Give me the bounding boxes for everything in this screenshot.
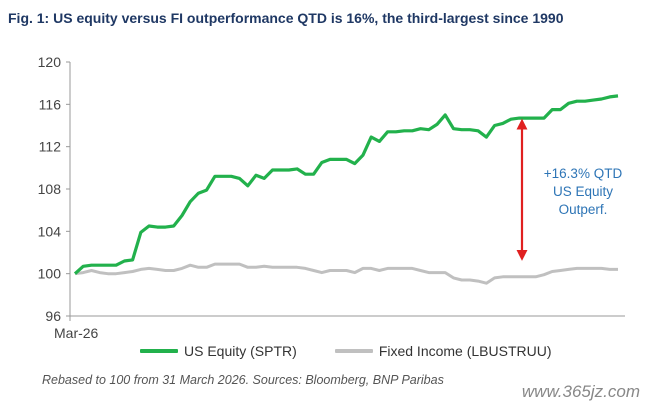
y-tick-label: 116: [39, 96, 62, 112]
y-tick-label: 104: [38, 223, 62, 239]
y-axis-ticks: 96 100 104 108 112 116 120: [38, 54, 70, 324]
series-line-us-equity: [73, 94, 619, 275]
chart-legend: US Equity (SPTR) Fixed Income (LBUSTRUU): [140, 343, 590, 359]
y-tick-label: 108: [38, 181, 62, 197]
series-line-fixed-income: [74, 262, 618, 285]
annotation-text-line: +16.3% QTD: [544, 166, 623, 181]
legend-swatch-equity: [140, 349, 178, 353]
x-axis-ticks: Mar-26: [54, 316, 99, 341]
chart-annotation: +16.3% QTD US Equity Outperf.: [516, 118, 623, 261]
annotation-text-line: US Equity: [553, 184, 613, 199]
source-note: Rebased to 100 from 31 March 2026. Sourc…: [42, 373, 444, 387]
legend-item-fixed-income: Fixed Income (LBUSTRUU): [334, 343, 552, 359]
chart-title: Fig. 1: US equity versus FI outperforman…: [8, 10, 564, 26]
y-tick-label: 112: [39, 139, 62, 155]
x-tick-label: Mar-26: [54, 325, 99, 341]
annotation-text-line: Outperf.: [559, 202, 608, 217]
legend-swatch-fixed-income: [334, 349, 373, 353]
legend-item-equity: US Equity (SPTR): [140, 343, 297, 359]
legend-label-fixed-income: Fixed Income (LBUSTRUU): [378, 343, 552, 359]
y-tick-label: 96: [45, 308, 61, 324]
y-tick-label: 100: [38, 266, 62, 282]
y-tick-label: 120: [38, 54, 62, 70]
chart-series: [73, 94, 619, 285]
legend-label-equity: US Equity (SPTR): [184, 343, 297, 359]
watermark: www.365jz.com: [521, 382, 640, 401]
chart-axes: [69, 62, 625, 317]
